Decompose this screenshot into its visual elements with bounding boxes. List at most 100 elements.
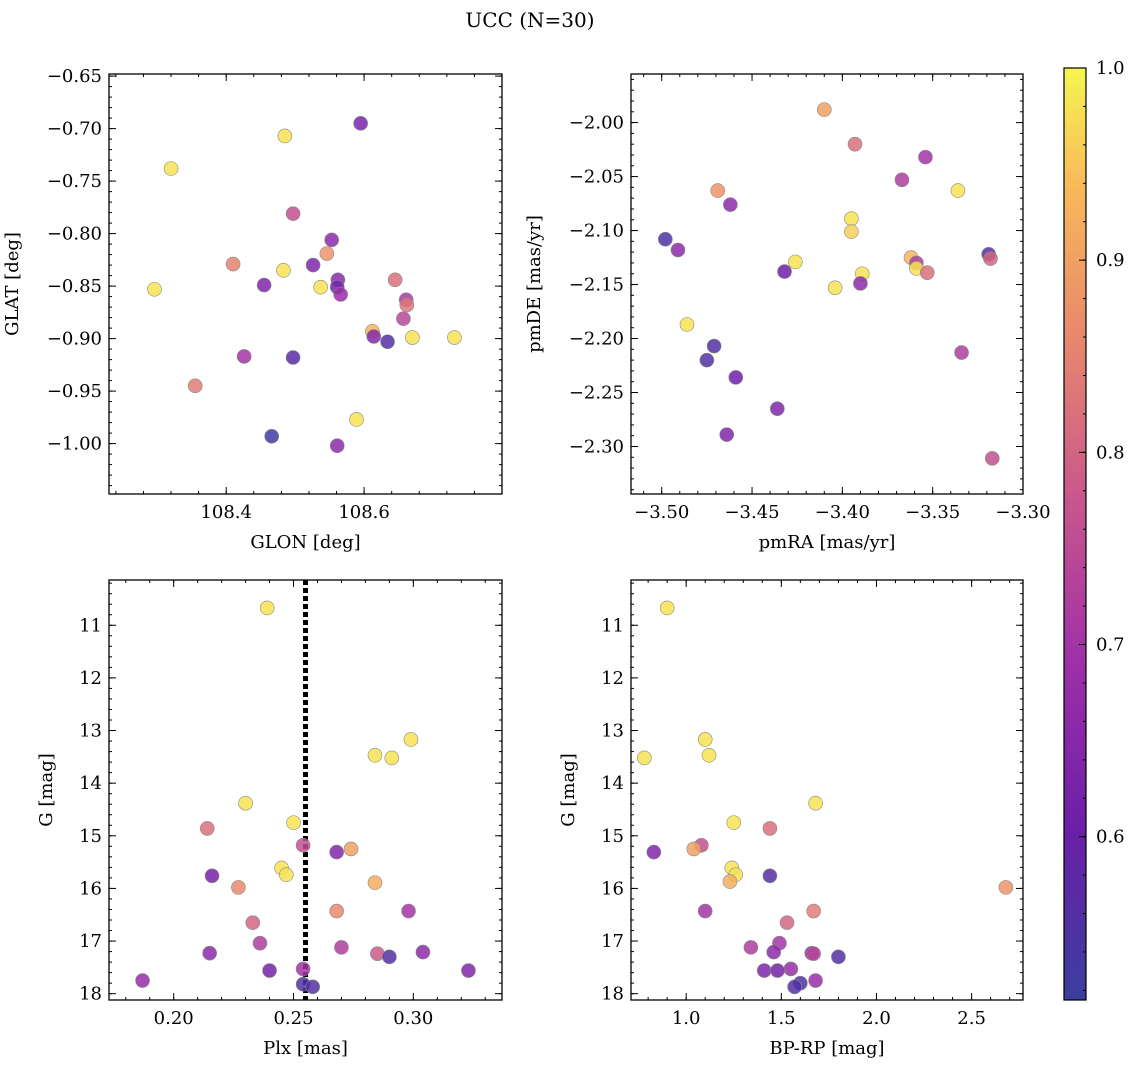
scatter-point [384, 750, 400, 766]
y-tick-label: −0.75 [47, 171, 102, 192]
y-tick-label: −2.15 [569, 275, 624, 296]
scatter-point [726, 815, 742, 830]
scatter-point [461, 963, 476, 978]
scatter-point [983, 251, 998, 266]
y-tick-label: 11 [79, 615, 102, 636]
scatter-point [756, 963, 772, 978]
scatter-point [770, 963, 785, 978]
colorbar-gradient [1063, 67, 1087, 1001]
scatter-point [827, 280, 843, 296]
scatter-point [295, 837, 311, 853]
y-tick-label: −2.05 [569, 167, 624, 188]
colorbar: 0.6 0.7 0.8 0.9 1.0 [1063, 58, 1125, 1001]
y-tick-label: −0.95 [47, 381, 102, 402]
panel-glon-glat: 108.4 108.6 −0.65 −0.70 −0.75 −0.80 −0.85 −0.90… [2, 66, 503, 553]
scatter-point [646, 844, 662, 860]
y-tick-label: 12 [79, 668, 102, 689]
scatter-point [285, 206, 301, 221]
scatter-point [658, 231, 673, 247]
scatter-point [701, 747, 717, 763]
scatter-point [366, 329, 382, 344]
scatter-point [187, 378, 203, 394]
scatter-point [204, 868, 220, 884]
scatter-point [382, 949, 397, 965]
y-tick-label: −2.20 [569, 329, 624, 350]
y-tick-label: 17 [601, 931, 624, 952]
scatter-points [147, 116, 462, 454]
scatter-point [367, 747, 383, 763]
scatter-point [285, 350, 301, 365]
scatter-point [202, 945, 217, 961]
scatter-point [236, 349, 252, 364]
scatter-point [333, 287, 348, 302]
y-tick-label: 17 [79, 931, 102, 952]
y-axis-label: pmDE [mas/yr] [524, 215, 545, 353]
scatter-point [762, 821, 778, 836]
scatter-point [777, 264, 792, 279]
scatter-point [447, 330, 462, 345]
scatter-point [766, 944, 782, 960]
scatter-point [844, 211, 859, 226]
x-tick-label: −3.30 [995, 502, 1050, 523]
x-tick-label: 108.6 [338, 502, 390, 523]
scatter-point [262, 963, 277, 978]
colorbar-tick-label: 0.6 [1096, 827, 1125, 848]
axes-frame [630, 73, 1024, 495]
scatter-point [816, 102, 832, 117]
colorbar-tick-label: 0.7 [1096, 634, 1125, 655]
y-tick-label: 13 [79, 721, 102, 742]
scatter-point [279, 867, 294, 883]
scatter-point [808, 795, 823, 811]
x-tick-label: −3.50 [634, 502, 689, 523]
y-tick-label: −1.00 [47, 434, 102, 455]
y-tick-label: −2.25 [569, 383, 624, 404]
y-tick-label: 14 [601, 773, 624, 794]
scatter-points [637, 600, 1014, 995]
scatter-point [779, 915, 795, 930]
x-tick-label: 1.5 [767, 1008, 796, 1029]
colorbar-tick-label: 1.0 [1096, 58, 1125, 79]
axes-frame [108, 579, 503, 1001]
panel-plx-g: 0.20 0.25 0.30 11 12 13 14 15 16 17 18 Plx [mas] G [… [36, 579, 503, 1059]
scatter-point [245, 915, 261, 930]
scatter-point [324, 232, 340, 248]
x-tick-label: 0.25 [273, 1008, 313, 1029]
scatter-point [329, 903, 344, 919]
scatter-point [147, 281, 162, 297]
scatter-point [787, 979, 802, 995]
scatter-point [806, 903, 821, 919]
scatter-point [329, 844, 344, 860]
x-tick-label: −3.45 [724, 502, 779, 523]
x-axis-label: GLON [deg] [250, 532, 360, 553]
scatter-point [710, 183, 726, 198]
scatter-point [399, 297, 415, 313]
scatter-point [686, 841, 702, 857]
x-tick-label: 2.5 [957, 1008, 986, 1029]
scatter-point [919, 265, 935, 280]
scatter-point [313, 279, 328, 295]
y-tick-label: −0.65 [47, 66, 102, 87]
scatter-point [380, 334, 395, 350]
scatter-point [847, 136, 863, 152]
colorbar-tick-label: 0.9 [1096, 250, 1125, 271]
scatter-point [954, 345, 969, 360]
figure-title: UCC (N=30) [465, 8, 594, 32]
scatter-point [762, 868, 778, 884]
scatter-point [401, 903, 416, 919]
scatter-point [788, 254, 803, 270]
y-tick-label: 15 [601, 826, 624, 847]
x-tick-label: 2.0 [862, 1008, 891, 1029]
y-tick-label: 14 [79, 773, 102, 794]
y-tick-label: 15 [79, 826, 102, 847]
scatter-point [387, 272, 403, 288]
scatter-point [719, 427, 735, 442]
scatter-point [199, 821, 215, 836]
scatter-point [231, 880, 246, 895]
scatter-point [853, 276, 868, 291]
scatter-point [806, 946, 821, 961]
x-tick-label: 0.20 [154, 1008, 194, 1029]
scatter-point [367, 875, 383, 890]
y-axis-label: G [mag] [558, 753, 579, 826]
y-axis-label: GLAT [deg] [2, 232, 23, 336]
